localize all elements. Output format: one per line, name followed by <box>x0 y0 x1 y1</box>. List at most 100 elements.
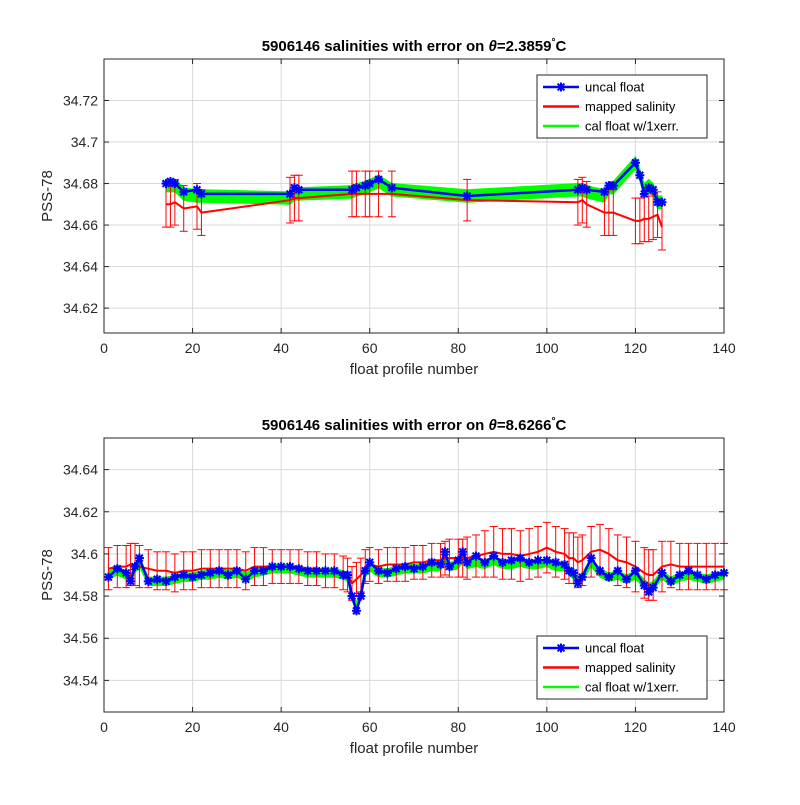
panel-bottom-uncal-float-point <box>489 551 499 561</box>
panel-bottom-uncal-float-point <box>542 555 552 565</box>
panel-top-y-tick-label: 34.62 <box>63 300 98 316</box>
panel-bottom-uncal-float-point <box>250 566 260 576</box>
panel2-title-theta: θ <box>488 417 497 434</box>
panel-bottom-uncal-float-point <box>103 572 113 582</box>
panel-bottom-uncal-float-point <box>188 572 198 582</box>
panel-top-y-axis-label: PSS-78 <box>39 170 56 222</box>
panel-bottom-uncal-float-point <box>551 557 561 567</box>
panel-bottom-uncal-float-point <box>130 562 140 572</box>
panel-bottom-legend-label-uncal-float: uncal float <box>585 641 645 656</box>
panel-top-uncal-float-point <box>635 170 645 180</box>
panel-top-x-tick-label: 80 <box>450 340 466 356</box>
panel-bottom-uncal-float-point <box>506 555 516 565</box>
panel-bottom-uncal-float-point <box>179 570 189 580</box>
panel-bottom-uncal-float-point <box>143 576 153 586</box>
panel-top-uncal-float-point <box>648 185 658 195</box>
panel-bottom-x-tick-label: 20 <box>185 719 201 735</box>
panel-bottom-uncal-float-point <box>391 564 401 574</box>
panel-bottom-uncal-float-point <box>303 566 313 576</box>
panel-bottom-uncal-float-point <box>560 559 570 569</box>
panel-top-mapped-salinity-line <box>166 192 663 228</box>
panel-bottom-legend-label-mapped-salinity: mapped salinity <box>585 660 676 675</box>
panel-bottom-uncal-float-point <box>161 576 171 586</box>
panel-top-legend-label-uncal-float: uncal float <box>585 80 645 95</box>
panel-bottom-uncal-float-point <box>480 557 490 567</box>
panel-bottom-uncal-float-point <box>524 557 534 567</box>
panel-bottom-uncal-float-point <box>232 566 242 576</box>
panel-bottom-x-tick-label: 60 <box>362 719 378 735</box>
panel-bottom-uncal-float-point <box>294 564 304 574</box>
panel-bottom-uncal-float-point <box>347 591 357 601</box>
panel-top-ticks: 0 20 40 60 80 100 120 140 34.62 34.64 34.66 34.68 34… <box>63 59 736 356</box>
panel2-title-degree: ° <box>551 416 555 427</box>
panel-top-legend-label-cal-float: cal float w/1xerr. <box>585 119 679 134</box>
panel-bottom-uncal-float-point <box>214 566 224 576</box>
panel-bottom-uncal-float-point <box>701 574 711 584</box>
panel-bottom-mapped-error-bar <box>104 547 113 591</box>
panel-bottom-y-axis-label: PSS-78 <box>39 549 56 601</box>
panel-bottom-uncal-float-point <box>196 570 206 580</box>
panel-bottom-x-tick-label: 40 <box>273 719 289 735</box>
panel-top-legend-label-mapped-salinity: mapped salinity <box>585 99 676 114</box>
panel-bottom-legend-item-mapped-salinity: mapped salinity <box>543 660 676 675</box>
panel-bottom-x-tick-label: 100 <box>535 719 559 735</box>
panel-top-y-tick-label: 34.64 <box>63 259 98 275</box>
panel-top-uncal-float-point <box>608 181 618 191</box>
panel-top-legend-item-mapped-salinity: mapped salinity <box>543 99 676 114</box>
panel-bottom-uncal-float-point <box>471 551 481 561</box>
panel-bottom-ticks: 0 20 40 60 80 100 120 140 34.54 34.56 34.58 34.6 34.… <box>63 438 736 735</box>
panel1-title-value: =2.3859 <box>497 38 552 55</box>
panel-bottom-uncal-float-point <box>568 568 578 578</box>
panel-bottom-uncal-float-point <box>710 570 720 580</box>
panel-bottom-y-tick-label: 34.64 <box>63 462 98 478</box>
panel-bottom-uncal-float-point <box>351 606 361 616</box>
panel-bottom-uncal-float-point <box>666 576 676 586</box>
panel-bottom-uncal-float-point <box>365 557 375 567</box>
panel-bottom-uncal-float-point <box>343 570 353 580</box>
panel-bottom-uncal-float-point <box>453 555 463 565</box>
panel-top-x-tick-label: 120 <box>624 340 648 356</box>
panel-top-x-axis-label: float profile number <box>350 361 478 378</box>
panel-bottom-uncal-float-point <box>440 547 450 557</box>
panel-bottom-uncal-float-point <box>657 568 667 578</box>
panel2-title-unit: C <box>555 417 566 434</box>
panel-top-uncal-float-point <box>639 189 649 199</box>
panel2-title-value: =8.6266 <box>497 417 552 434</box>
panel-bottom-x-tick-label: 0 <box>100 719 108 735</box>
panel-top-y-tick-label: 34.7 <box>71 134 98 150</box>
panel-bottom-uncal-float-point <box>400 562 410 572</box>
panel-top-x-tick-label: 60 <box>362 340 378 356</box>
panel-bottom-uncal-float-point <box>595 566 605 576</box>
panel-bottom-uncal-float-point <box>360 566 370 576</box>
panel-bottom-legend-marker-uncal-float <box>556 643 566 653</box>
panel-bottom-x-tick-label: 80 <box>450 719 466 735</box>
panel-bottom-uncal-float-point <box>267 562 277 572</box>
panel-bottom-uncal-float-point <box>675 570 685 580</box>
panel-bottom-uncal-float-point <box>533 555 543 565</box>
panel-bottom-uncal-float-point <box>436 559 446 569</box>
panel-bottom-uncal-float-point <box>258 566 268 576</box>
panel-bottom-y-tick-label: 34.6 <box>71 546 98 562</box>
panel-top-uncal-float-point <box>374 174 384 184</box>
panel-bottom-uncal-float-point <box>586 553 596 563</box>
panel-top-cal-float-band <box>165 155 663 209</box>
panel-bottom-uncal-float-point <box>382 568 392 578</box>
panel-bottom-uncal-float-point <box>126 576 136 586</box>
panel-top-legend-item-cal-float: cal float w/1xerr. <box>543 119 679 134</box>
panel-bottom-uncal-float-point <box>276 562 286 572</box>
panel-bottom-uncal-float-point <box>692 570 702 580</box>
panel-bottom-uncal-float-point <box>639 581 649 591</box>
panel-top-uncal-float-point <box>582 185 592 195</box>
panel-top-x-tick-label: 0 <box>100 340 108 356</box>
panel-top-y-tick-label: 34.68 <box>63 176 98 192</box>
panel1-title-theta: θ <box>488 38 497 55</box>
panel-bottom-uncal-float-point <box>285 562 295 572</box>
panel-bottom-uncal-float-point <box>458 547 468 557</box>
panel-top-uncal-float-point <box>599 187 609 197</box>
panel-top-uncal-float-point <box>170 179 180 189</box>
panel-bottom-uncal-float-point <box>134 553 144 563</box>
panel-bottom-uncal-float-point <box>241 574 251 584</box>
panel-bottom-uncal-float-point <box>152 574 162 584</box>
